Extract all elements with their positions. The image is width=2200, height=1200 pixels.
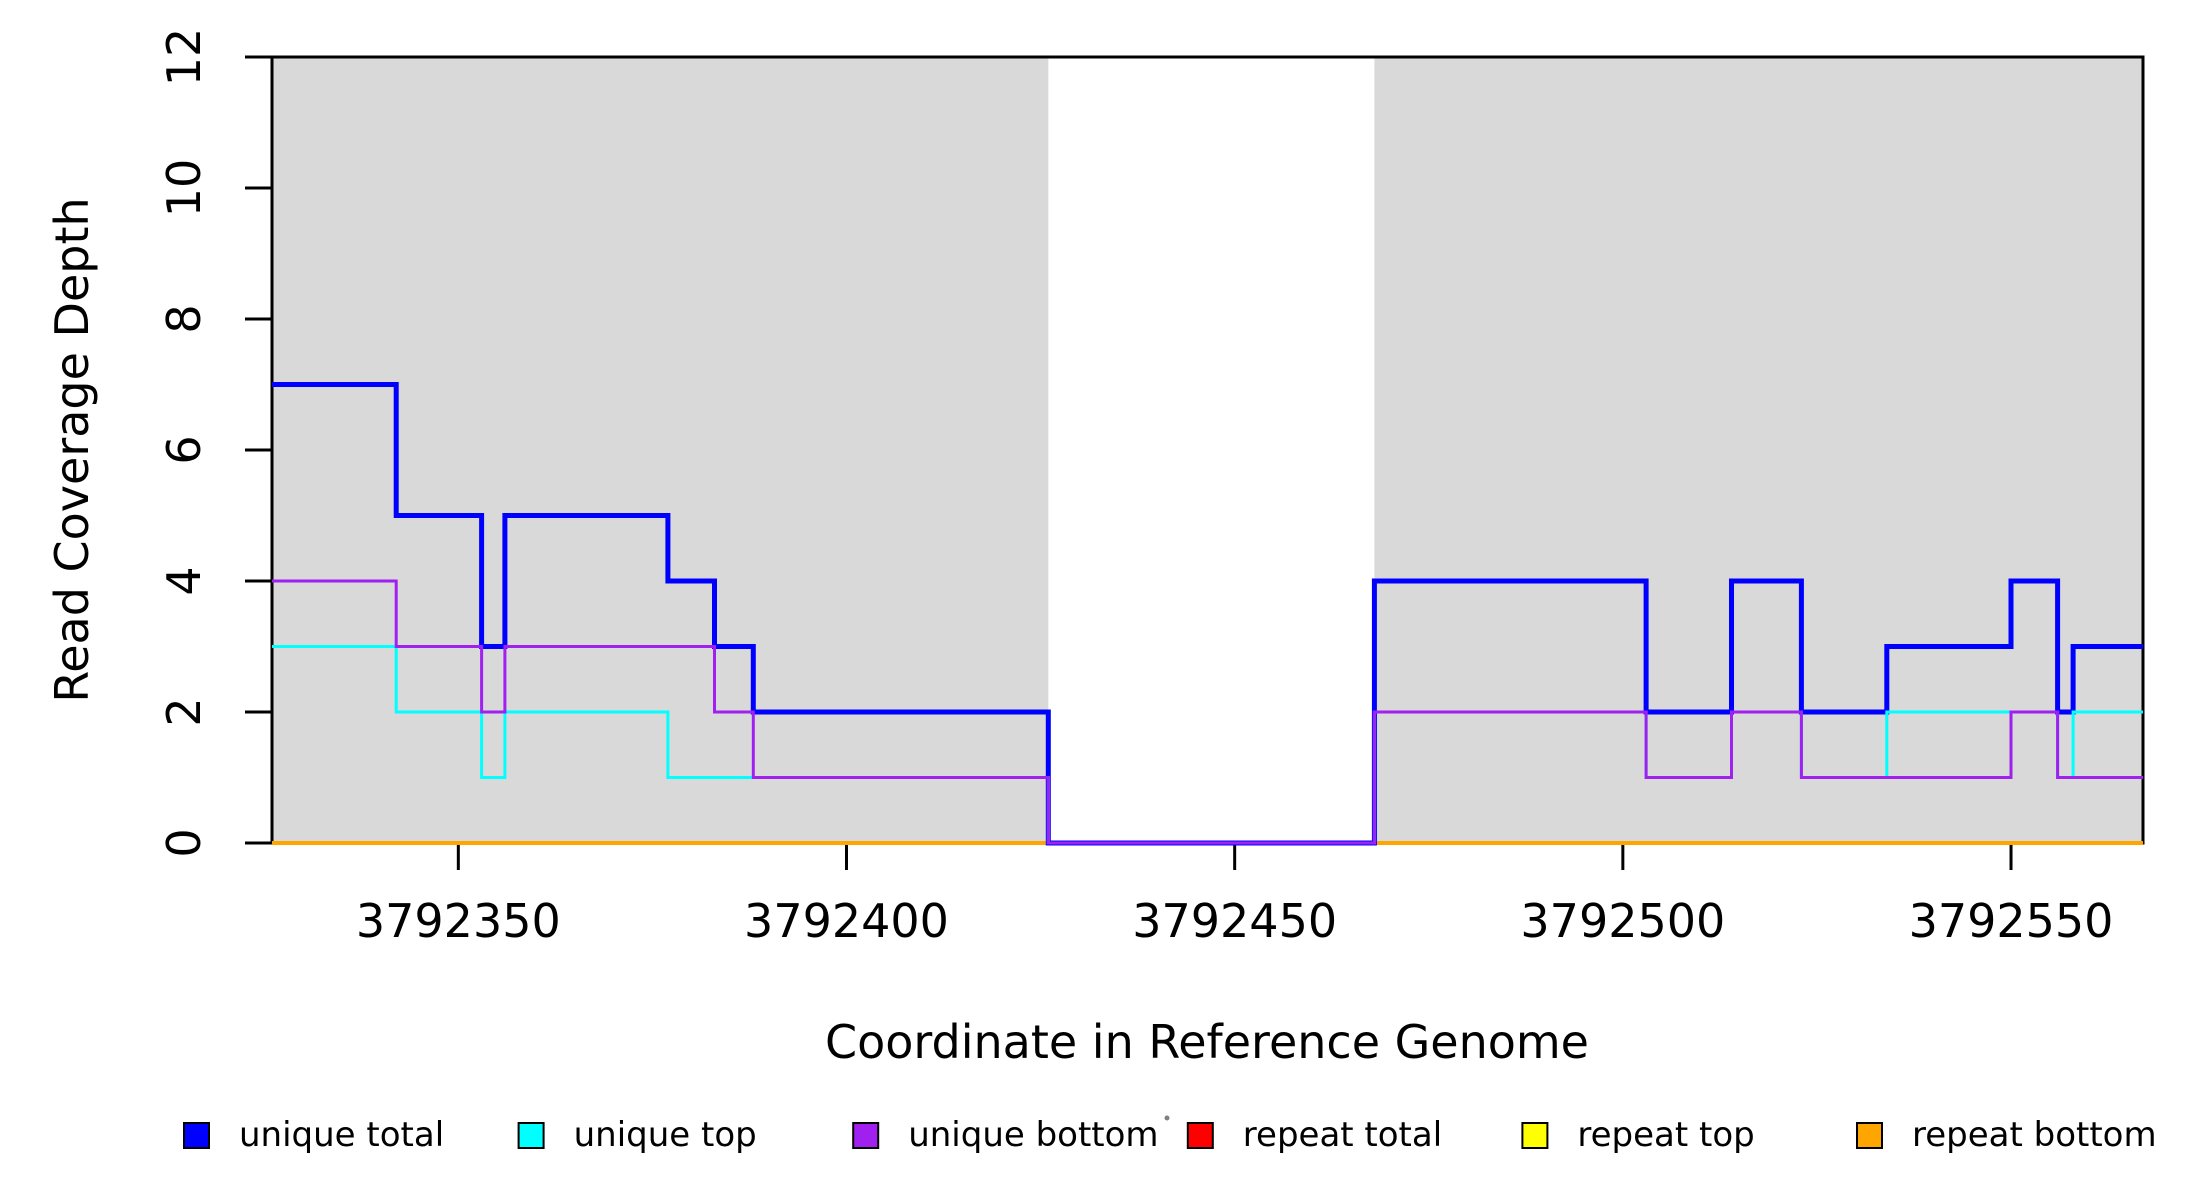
shaded-region — [272, 57, 1049, 843]
legend-item-repeat-total: repeat total — [1186, 1115, 1442, 1155]
y-tick-label: 0 — [157, 828, 211, 857]
x-tick-label: 3792500 — [1520, 894, 1725, 948]
legend-item-repeat-bottom: repeat bottom — [1856, 1115, 2157, 1155]
legend-item-unique-bottom: unique bottom — [852, 1115, 1159, 1155]
y-tick-label: 10 — [157, 159, 211, 218]
legend-label-repeat-top: repeat top — [1577, 1115, 1754, 1155]
x-tick-label: 3792350 — [356, 894, 561, 948]
legend-swatch-repeat-top — [1521, 1122, 1549, 1149]
x-tick-label: 3792450 — [1132, 894, 1337, 948]
y-tick-label: 4 — [157, 566, 211, 595]
shaded-region — [1374, 57, 2143, 843]
legend-item-unique-total: unique total — [183, 1115, 444, 1155]
y-tick-label: 2 — [157, 697, 211, 726]
y-axis-title: Read Coverage Depth — [45, 197, 99, 702]
x-tick-label: 3792550 — [1909, 894, 2114, 948]
axis-ticks: 3792350 3792400 3792450 3792500 3792550 0 2 4 6 8… — [157, 28, 2113, 948]
legend-label-unique-bottom: unique bottom — [908, 1115, 1158, 1155]
stray-dot-artifact — [1164, 1115, 1170, 1121]
y-tick-label: 6 — [157, 435, 211, 464]
legend-label-unique-total: unique total — [239, 1115, 444, 1155]
legend-label-repeat-bottom: repeat bottom — [1912, 1115, 2157, 1155]
legend: unique total unique top unique bottom repea… — [183, 1115, 2157, 1155]
y-tick-label: 8 — [157, 304, 211, 333]
legend-swatch-unique-top — [517, 1122, 545, 1149]
legend-swatch-unique-total — [183, 1122, 210, 1149]
x-axis-title: Coordinate in Reference Genome — [825, 1015, 1589, 1069]
x-tick-label: 3792400 — [744, 894, 949, 948]
legend-label-repeat-total: repeat total — [1243, 1115, 1442, 1155]
legend-item-unique-top: unique top — [517, 1115, 757, 1155]
legend-swatch-repeat-bottom — [1856, 1122, 1883, 1149]
shaded-regions — [272, 57, 2143, 843]
legend-label-unique-top: unique top — [574, 1115, 757, 1155]
legend-swatch-repeat-total — [1186, 1122, 1214, 1149]
series-line-unique-bottom — [272, 579, 2143, 845]
y-tick-label: 12 — [157, 28, 211, 87]
series-lines — [272, 382, 2143, 846]
legend-swatch-unique-bottom — [852, 1122, 880, 1149]
legend-item-repeat-top: repeat top — [1521, 1115, 1755, 1155]
